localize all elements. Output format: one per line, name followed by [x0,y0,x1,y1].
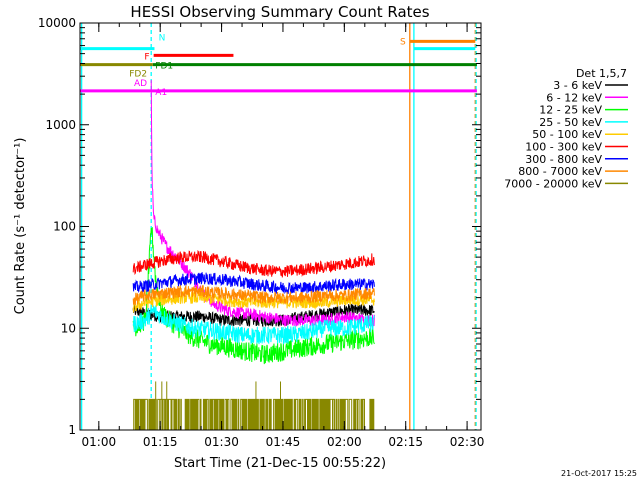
flag-label-n: N [159,34,166,44]
series-line-6-12kev [150,80,375,327]
legend-entry-label: 800 - 7000 keV [518,165,602,178]
y-tick-label: 10 [61,321,76,335]
legend-entry-label: 3 - 6 keV [553,79,602,92]
legend-entry-label: 300 - 800 keV [525,153,602,166]
x-tick-label: 02:15 [388,435,423,449]
y-tick-label: 1 [68,423,76,437]
legend-entry-label: 50 - 100 keV [532,128,602,141]
x-axis-label: Start Time (21-Dec-15 00:55:22) [174,456,386,471]
flag-label-f: F [144,52,149,62]
y-tick-label: 10000 [38,16,76,30]
series-line-50-100kev [132,290,375,313]
x-tick-label: 01:00 [82,435,117,449]
x-tick-label: 02:00 [327,435,362,449]
legend-entry-label: 25 - 50 keV [539,116,602,129]
chart-title: HESSI Observing Summary Count Rates [130,3,429,21]
series-line-3-6kev [132,303,375,328]
series-line-25-50kev [132,303,375,345]
flag-label-ad: AD [134,79,147,89]
y-tick-label: 1000 [45,118,76,132]
legend-entry-label: 6 - 12 keV [546,91,602,104]
x-tick-label: 01:15 [143,435,178,449]
x-tick-label: 02:30 [450,435,485,449]
legend-entry-label: 100 - 300 keV [525,141,602,154]
flag-label-fd2: FD2 [129,70,147,80]
series-line-300-800kev [132,272,375,296]
series-line-100-300kev [132,249,375,278]
flag-label-fd1: FD1 [155,62,173,72]
flag-label-a1: A1 [155,88,167,98]
legend-entry-label: 12 - 25 keV [539,104,602,117]
series-line-7000-20000kev [133,398,375,430]
y-tick-label: 100 [53,220,76,234]
x-tick-label: 01:30 [204,435,239,449]
y-axis-label: Count Rate (s⁻¹ detector⁻¹) [13,138,28,315]
legend-title: Det 1,5,7 [576,67,627,80]
series-line-800-7000kev [132,284,375,306]
legend-entry-label: 7000 - 20000 keV [504,177,602,190]
plot-timestamp: 21-Oct-2017 15:25 [561,469,637,478]
flag-label-s: S [400,37,406,47]
x-tick-label: 01:45 [266,435,301,449]
